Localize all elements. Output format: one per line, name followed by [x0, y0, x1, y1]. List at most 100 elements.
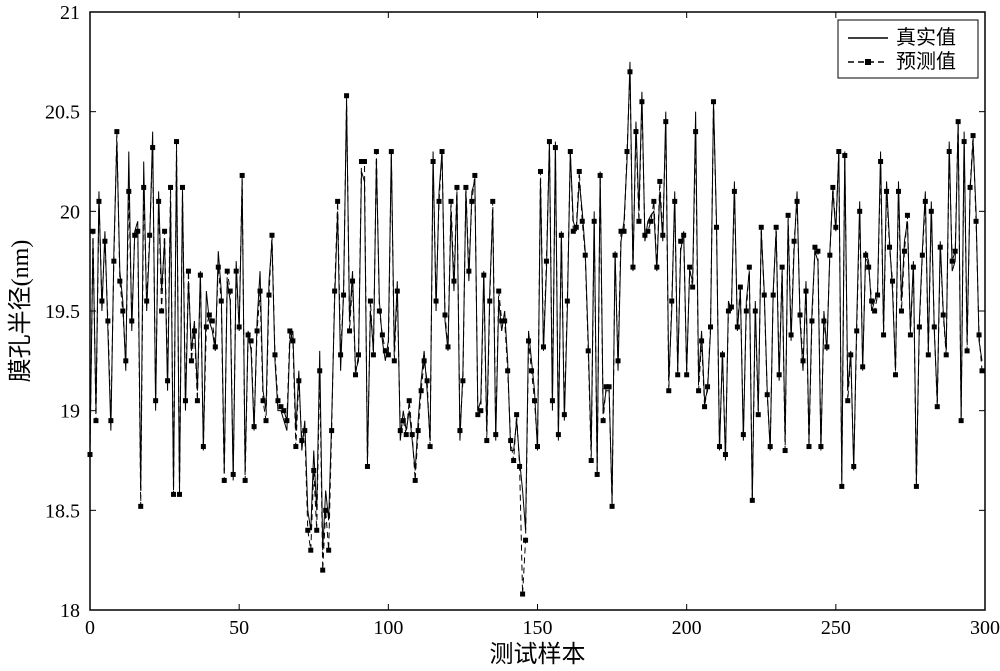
- series-pred-marker: [308, 548, 313, 553]
- series-pred-marker: [911, 265, 916, 270]
- series-pred-marker: [231, 472, 236, 477]
- series-pred-marker: [917, 324, 922, 329]
- series-pred-marker: [329, 428, 334, 433]
- series-real-line: [90, 62, 982, 550]
- series-pred-marker: [783, 448, 788, 453]
- series-pred-marker: [902, 249, 907, 254]
- series-pred-marker: [959, 418, 964, 423]
- series-pred-marker: [863, 253, 868, 258]
- series-pred-marker: [660, 233, 665, 238]
- series-pred-marker: [102, 239, 107, 244]
- series-pred-marker: [744, 309, 749, 314]
- series-pred-marker: [404, 432, 409, 437]
- series-pred-marker: [872, 309, 877, 314]
- series-pred-marker: [789, 332, 794, 337]
- series-pred-marker: [398, 428, 403, 433]
- series-pred-marker: [356, 352, 361, 357]
- series-pred-marker: [144, 299, 149, 304]
- series-pred-marker: [508, 438, 513, 443]
- series-pred-marker: [851, 464, 856, 469]
- series-pred-marker: [777, 372, 782, 377]
- series-pred-marker: [511, 458, 516, 463]
- series-pred-marker: [905, 213, 910, 218]
- series-pred-marker: [553, 145, 558, 150]
- plot-border: [90, 12, 985, 610]
- series-pred-marker: [839, 484, 844, 489]
- series-pred-marker: [920, 253, 925, 258]
- series-pred-marker: [156, 199, 161, 204]
- series-pred-marker: [440, 149, 445, 154]
- series-pred-marker: [275, 398, 280, 403]
- series-pred-marker: [696, 388, 701, 393]
- series-pred-marker: [213, 344, 218, 349]
- chart-container: 0501001502002503001818.51919.52020.521测试…: [0, 0, 1000, 671]
- series-pred-marker: [610, 504, 615, 509]
- series-pred-marker: [490, 199, 495, 204]
- series-pred-marker: [535, 444, 540, 449]
- series-pred-marker: [129, 318, 134, 323]
- series-pred-marker: [562, 412, 567, 417]
- series-pred-marker: [419, 388, 424, 393]
- series-pred-marker: [428, 444, 433, 449]
- series-pred-marker: [687, 265, 692, 270]
- series-pred-marker: [317, 368, 322, 373]
- series-pred-marker: [293, 444, 298, 449]
- series-pred-marker: [792, 239, 797, 244]
- series-pred-marker: [639, 99, 644, 104]
- y-tick-label: 18.5: [45, 500, 80, 522]
- series-pred-marker: [252, 424, 257, 429]
- series-pred-marker: [192, 328, 197, 333]
- series-pred-marker: [577, 169, 582, 174]
- series-pred-marker: [299, 438, 304, 443]
- series-pred-marker: [601, 418, 606, 423]
- series-pred-marker: [395, 289, 400, 294]
- series-pred-marker: [878, 159, 883, 164]
- series-pred-marker: [953, 249, 958, 254]
- series-pred-marker: [305, 528, 310, 533]
- series-pred-marker: [944, 352, 949, 357]
- series-pred-marker: [974, 219, 979, 224]
- series-pred-marker: [544, 259, 549, 264]
- y-tick-label: 21: [60, 2, 80, 24]
- series-pred-marker: [198, 273, 203, 278]
- series-pred-marker: [669, 299, 674, 304]
- series-pred-marker: [690, 285, 695, 290]
- series-pred-marker: [735, 324, 740, 329]
- series-pred-marker: [487, 299, 492, 304]
- series-pred-marker: [654, 265, 659, 270]
- series-pred-marker: [314, 528, 319, 533]
- series-pred-marker: [347, 328, 352, 333]
- series-pred-marker: [729, 305, 734, 310]
- series-pred-marker: [893, 372, 898, 377]
- series-pred-marker: [699, 338, 704, 343]
- series-pred-marker: [401, 418, 406, 423]
- series-pred-marker: [607, 384, 612, 389]
- series-pred-marker: [860, 364, 865, 369]
- series-pred-marker: [472, 173, 477, 178]
- series-pred-marker: [478, 408, 483, 413]
- series-pred-marker: [126, 189, 131, 194]
- series-pred-marker: [747, 265, 752, 270]
- series-pred-marker: [818, 444, 823, 449]
- series-pred-marker: [923, 199, 928, 204]
- series-pred-marker: [368, 299, 373, 304]
- series-pred-marker: [848, 352, 853, 357]
- series-pred-marker: [801, 358, 806, 363]
- series-pred-marker: [350, 279, 355, 284]
- series-pred-marker: [93, 418, 98, 423]
- series-pred-marker: [380, 332, 385, 337]
- series-pred-marker: [216, 265, 221, 270]
- series-pred-marker: [821, 318, 826, 323]
- series-pred-marker: [881, 332, 886, 337]
- series-pred-marker: [714, 225, 719, 230]
- series-pred-marker: [96, 199, 101, 204]
- series-pred-marker: [502, 318, 507, 323]
- series-pred-marker: [138, 504, 143, 509]
- series-pred-marker: [804, 289, 809, 294]
- series-pred-marker: [147, 233, 152, 238]
- series-pred-marker: [887, 245, 892, 250]
- x-tick-label: 0: [85, 617, 95, 639]
- series-pred-marker: [189, 358, 194, 363]
- series-pred-marker: [750, 498, 755, 503]
- series-pred-marker: [815, 249, 820, 254]
